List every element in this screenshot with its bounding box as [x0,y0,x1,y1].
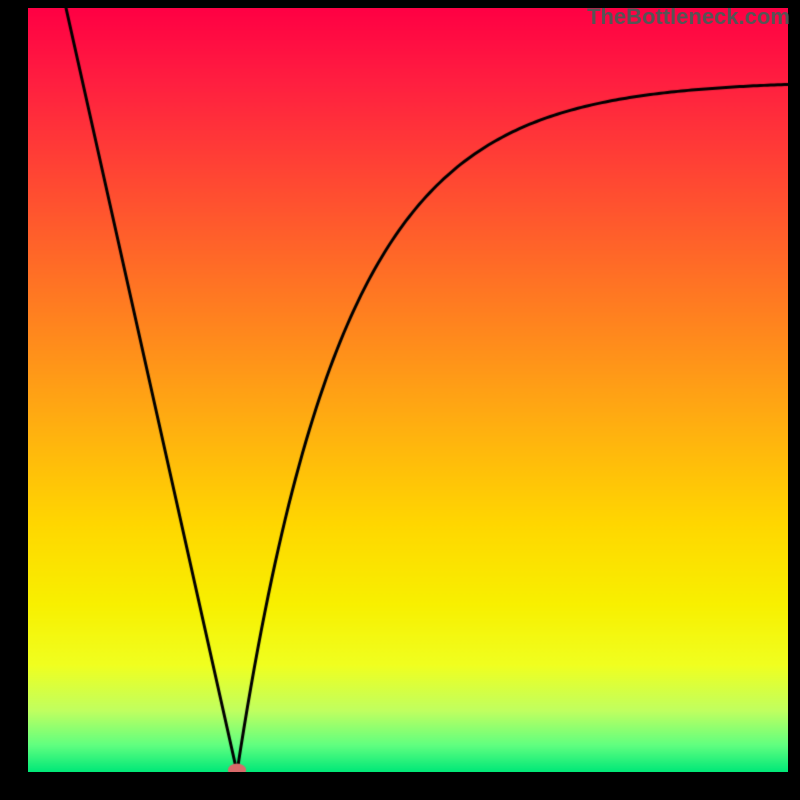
bottleneck-curve-chart [28,8,788,772]
chart-frame: TheBottleneck.com [0,0,800,800]
watermark-label: TheBottleneck.com [587,4,790,30]
plot-area [28,8,788,772]
